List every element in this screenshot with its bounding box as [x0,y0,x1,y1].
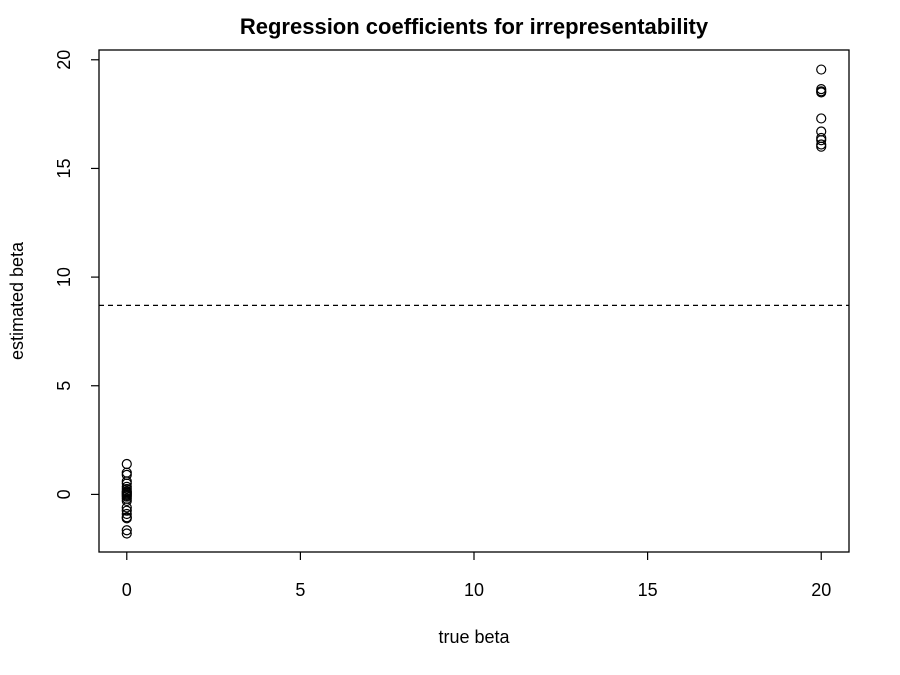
data-point [121,508,132,520]
y-tick-label: 5 [54,381,74,391]
y-axis-label: estimated beta [7,241,27,360]
data-point [816,135,827,146]
x-axis: 0 5 10 15 20 [122,552,831,600]
data-point [816,87,827,98]
data-point [121,528,132,539]
plot-frame [98,49,850,553]
y-tick-label: 0 [54,489,74,499]
y-axis: 0 5 10 15 20 [54,50,99,499]
x-tick-label: 20 [811,580,831,600]
data-point [816,64,827,75]
y-tick-label: 10 [54,267,74,287]
points-layer [121,64,827,539]
y-tick-label: 15 [54,158,74,178]
data-point [121,502,132,513]
data-point [121,505,132,516]
x-axis-label: true beta [438,627,510,647]
y-tick-label: 20 [54,50,74,70]
data-point [816,141,827,152]
data-point [121,467,132,478]
data-point [121,513,132,524]
data-point [121,495,132,507]
x-tick-label: 10 [464,580,484,600]
data-point [121,525,132,536]
chart-title: Regression coefficients for irrepresenta… [240,14,709,39]
data-point [816,113,827,124]
data-point [121,458,132,470]
x-tick-label: 15 [638,580,658,600]
x-tick-label: 5 [295,580,305,600]
x-tick-label: 0 [122,580,132,600]
